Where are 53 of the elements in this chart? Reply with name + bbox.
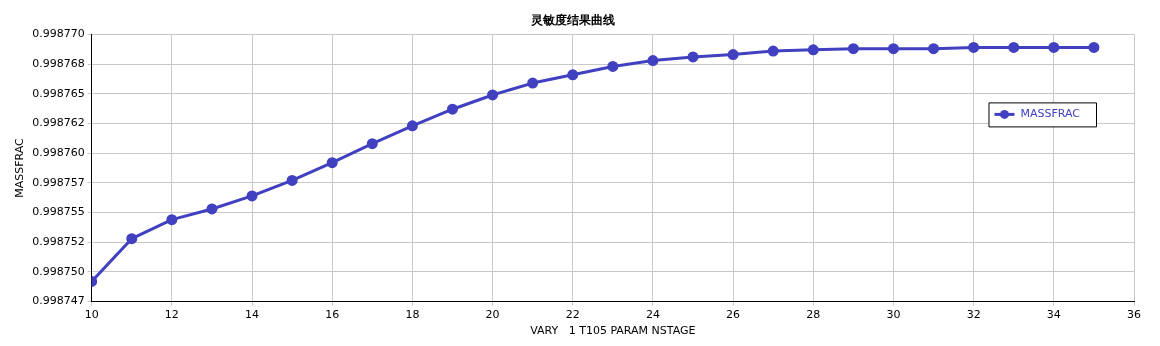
x-tick-label: 36 [1127,308,1141,322]
point [406,120,418,132]
y-tick-label: 0.998762 [32,116,85,130]
x-tick-label: 30 [886,308,901,322]
point [246,190,258,202]
point [928,43,940,55]
y-tick-label: 0.998747 [32,294,85,308]
point [1008,41,1020,53]
x-tick-label: 14 [245,308,260,322]
x-tick-label: 26 [726,308,741,322]
x-tick-label: 24 [645,308,660,322]
y-tick-label: 0.998765 [32,86,85,100]
point [687,51,699,63]
point [767,45,779,57]
point [166,214,178,226]
point [567,69,579,81]
point [968,41,980,53]
x-tick-label: 16 [325,308,340,322]
point [807,44,819,56]
point [487,89,499,101]
y-tick-label: 0.998760 [32,146,85,160]
point [1048,41,1060,53]
chart-title: 灵敏度结果曲线 [531,13,615,28]
point [126,233,138,245]
y-tick-label: 0.998770 [32,27,85,41]
x-tick-label: 34 [1046,308,1061,322]
point [647,55,659,67]
point [847,43,859,55]
y-tick-label: 0.998757 [32,175,85,189]
point [607,60,619,72]
y-tick-label: 0.998755 [32,205,85,219]
legend-label: MASSFRAC [1020,107,1081,121]
point [887,43,899,55]
x-tick-label: 10 [84,308,99,322]
point [366,138,378,150]
x-tick-label: 32 [966,308,981,322]
point [206,203,218,215]
y-axis-title: MASSFRAC [13,137,27,198]
point [286,174,298,186]
x-tick-label: 20 [485,308,500,322]
point [527,77,539,89]
x-tick-label: 28 [806,308,821,322]
y-tick-label: 0.998752 [32,235,85,249]
x-axis-title: VARY 1 T105 PARAM NSTAGE [530,324,696,338]
y-tick-label: 0.998750 [32,264,85,278]
point [446,103,458,115]
point [727,49,739,61]
x-tick-label: 18 [405,308,420,322]
point [1088,41,1100,53]
x-tick-label: 12 [164,308,179,322]
point [326,157,338,169]
y-tick-label: 0.998768 [32,56,85,70]
x-tick-label: 22 [565,308,580,322]
